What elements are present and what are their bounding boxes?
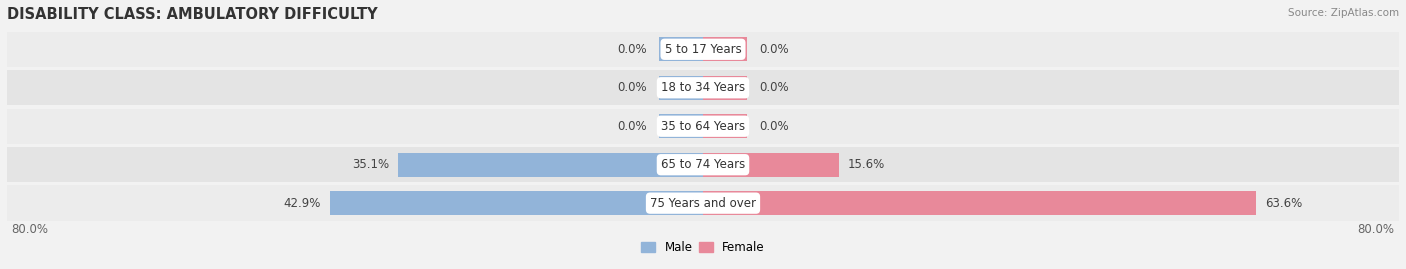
Text: DISABILITY CLASS: AMBULATORY DIFFICULTY: DISABILITY CLASS: AMBULATORY DIFFICULTY — [7, 7, 378, 22]
Bar — [7, 147, 1399, 182]
Bar — [703, 153, 839, 177]
Text: 5 to 17 Years: 5 to 17 Years — [665, 43, 741, 56]
Legend: Male, Female: Male, Female — [637, 236, 769, 259]
Text: Source: ZipAtlas.com: Source: ZipAtlas.com — [1288, 8, 1399, 18]
Text: 15.6%: 15.6% — [848, 158, 884, 171]
Text: 35.1%: 35.1% — [352, 158, 389, 171]
Bar — [703, 37, 747, 61]
Text: 63.6%: 63.6% — [1265, 197, 1302, 210]
Text: 0.0%: 0.0% — [617, 81, 647, 94]
Text: 18 to 34 Years: 18 to 34 Years — [661, 81, 745, 94]
Bar — [659, 37, 703, 61]
Text: 0.0%: 0.0% — [759, 120, 789, 133]
Bar — [7, 108, 1399, 144]
Text: 0.0%: 0.0% — [759, 81, 789, 94]
Bar — [7, 185, 1399, 221]
Bar — [703, 76, 747, 100]
Text: 42.9%: 42.9% — [284, 197, 321, 210]
Bar — [398, 153, 703, 177]
Text: 65 to 74 Years: 65 to 74 Years — [661, 158, 745, 171]
Bar — [7, 70, 1399, 105]
Text: 35 to 64 Years: 35 to 64 Years — [661, 120, 745, 133]
Bar — [659, 76, 703, 100]
Bar — [330, 191, 703, 215]
Bar — [659, 114, 703, 138]
Text: 80.0%: 80.0% — [11, 223, 48, 236]
Bar — [7, 31, 1399, 67]
Text: 80.0%: 80.0% — [1358, 223, 1395, 236]
Text: 0.0%: 0.0% — [759, 43, 789, 56]
Text: 0.0%: 0.0% — [617, 43, 647, 56]
Bar — [703, 191, 1257, 215]
Bar — [703, 114, 747, 138]
Text: 0.0%: 0.0% — [617, 120, 647, 133]
Text: 75 Years and over: 75 Years and over — [650, 197, 756, 210]
